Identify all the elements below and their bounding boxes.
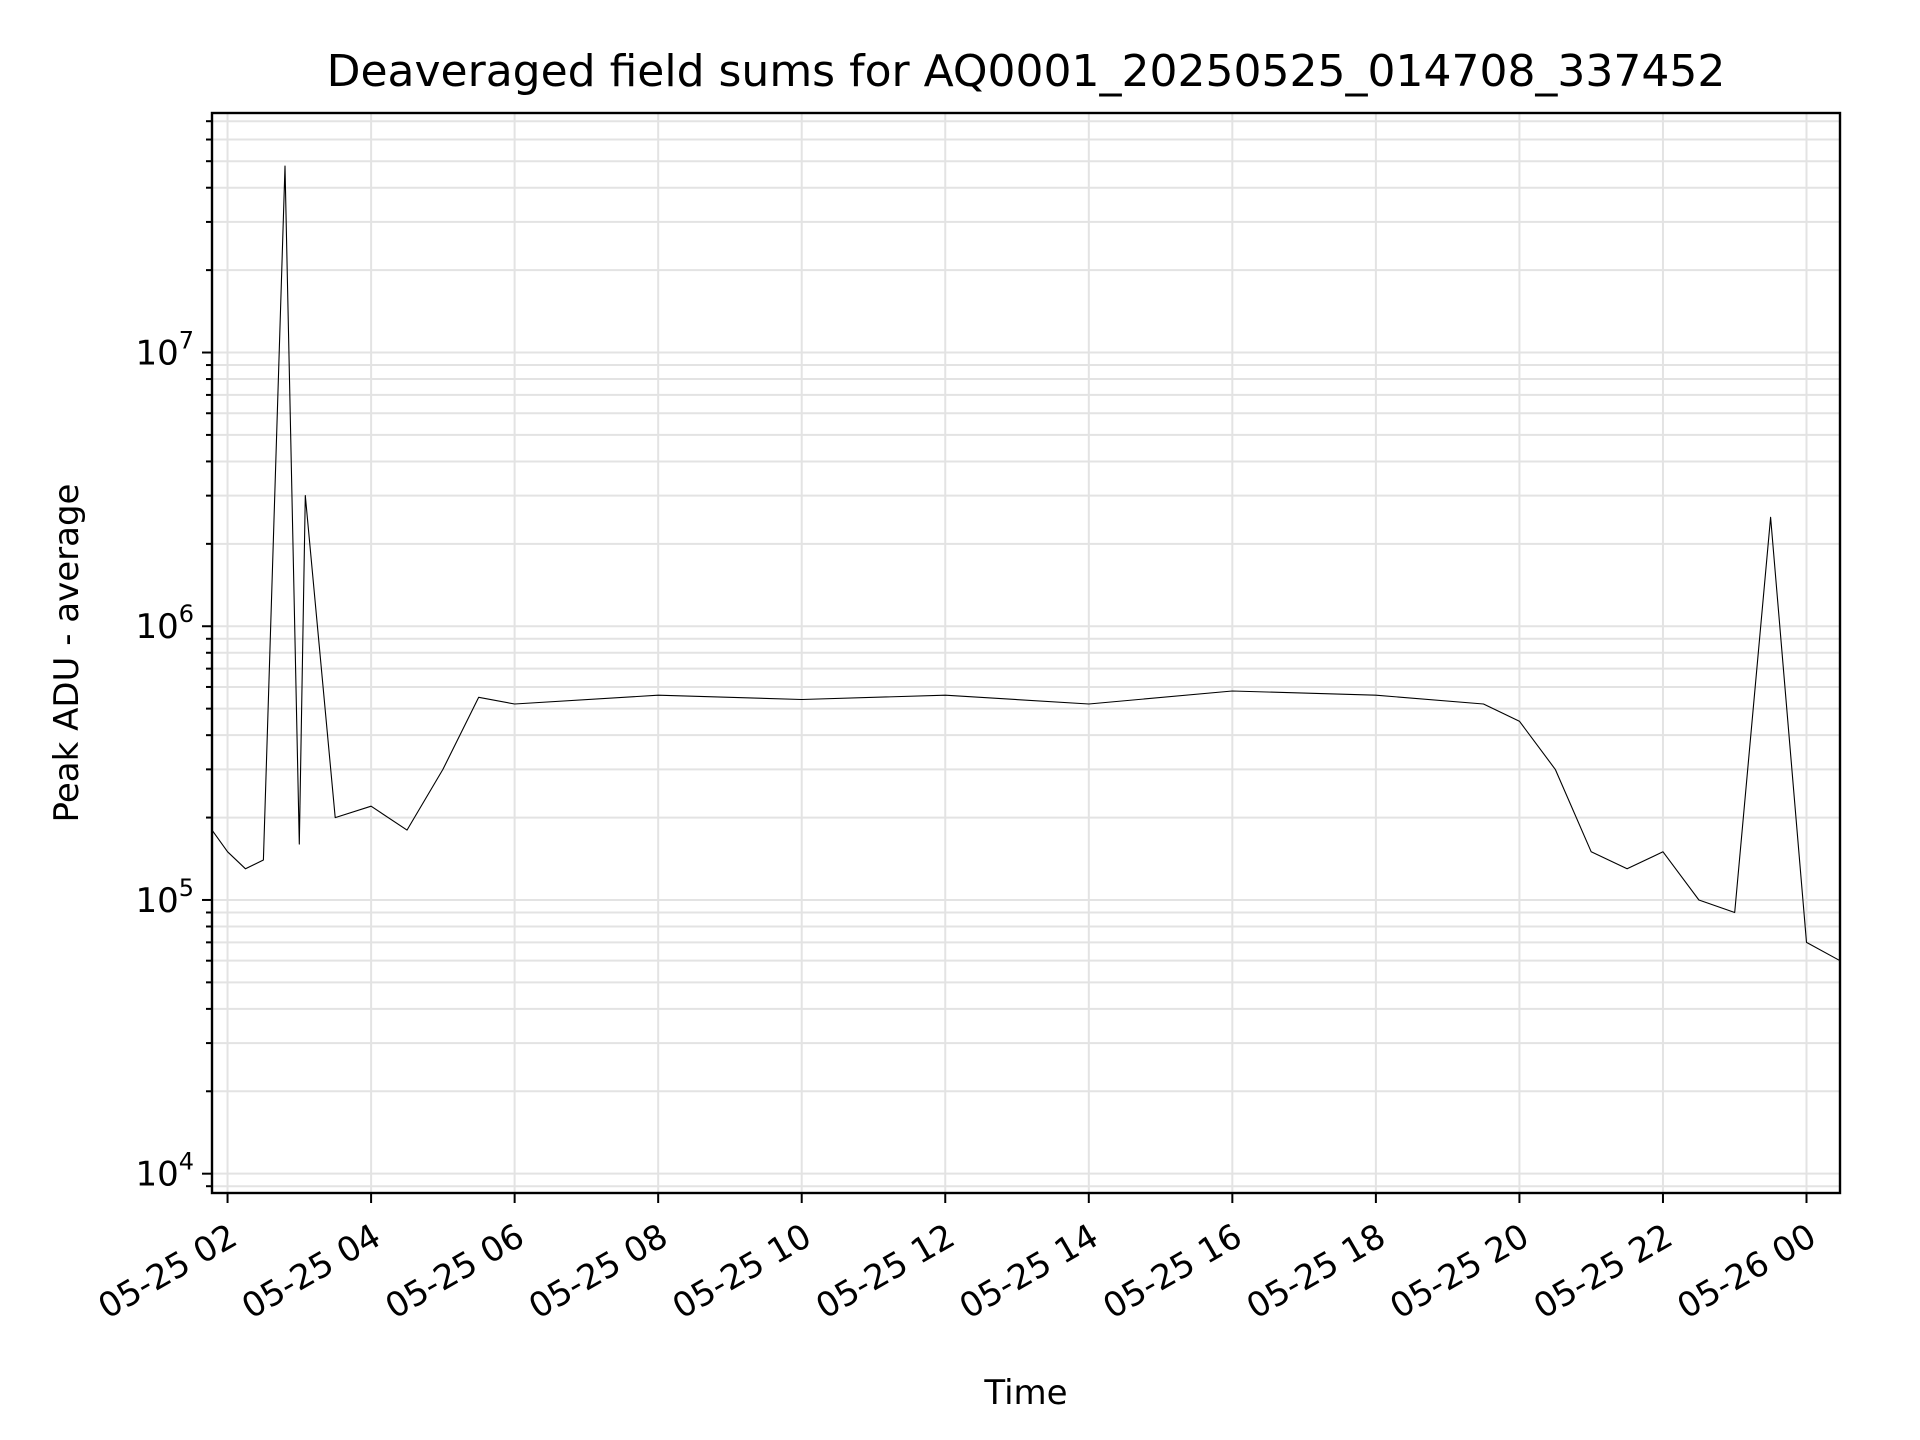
chart-title: Deaveraged field sums for AQ0001_2025052…	[327, 46, 1726, 97]
x-tick-label: 05-25 02	[92, 1216, 244, 1327]
y-tick-label-exponent: 4	[179, 1148, 194, 1176]
y-tick-label-exponent: 6	[179, 600, 194, 628]
x-tick-label: 05-25 10	[666, 1216, 818, 1327]
x-tick-label: 05-25 12	[809, 1216, 961, 1327]
y-tick-label: 106	[135, 600, 194, 647]
x-tick-label: 05-25 20	[1384, 1216, 1536, 1327]
y-tick-label-base: 10	[135, 881, 178, 921]
y-tick-label: 105	[135, 874, 194, 921]
y-axis-label: Peak ADU - average	[47, 484, 87, 823]
x-tick-label: 05-25 06	[379, 1216, 531, 1327]
x-tick-label: 05-25 14	[953, 1216, 1105, 1327]
series-line	[211, 165, 1841, 962]
x-tick-label: 05-25 04	[235, 1216, 387, 1327]
y-tick-label-exponent: 5	[179, 874, 194, 902]
x-tick-label: 05-25 22	[1527, 1216, 1679, 1327]
y-tick-label-exponent: 7	[179, 327, 194, 355]
grid	[212, 113, 1840, 1193]
y-tick-label-base: 10	[135, 1155, 178, 1195]
series-layer	[211, 165, 1841, 962]
x-tick-label: 05-25 08	[522, 1216, 674, 1327]
x-tick-label: 05-25 16	[1096, 1216, 1248, 1327]
y-tick-label: 104	[135, 1148, 194, 1195]
y-tick-label: 107	[135, 327, 194, 374]
y-tick-label-base: 10	[135, 334, 178, 374]
x-axis-label: Time	[983, 1373, 1067, 1413]
y-tick-label-base: 10	[135, 607, 178, 647]
x-tick-label: 05-26 00	[1671, 1216, 1823, 1327]
axis-ticks	[202, 120, 1808, 1203]
x-tick-label: 05-25 18	[1240, 1216, 1392, 1327]
